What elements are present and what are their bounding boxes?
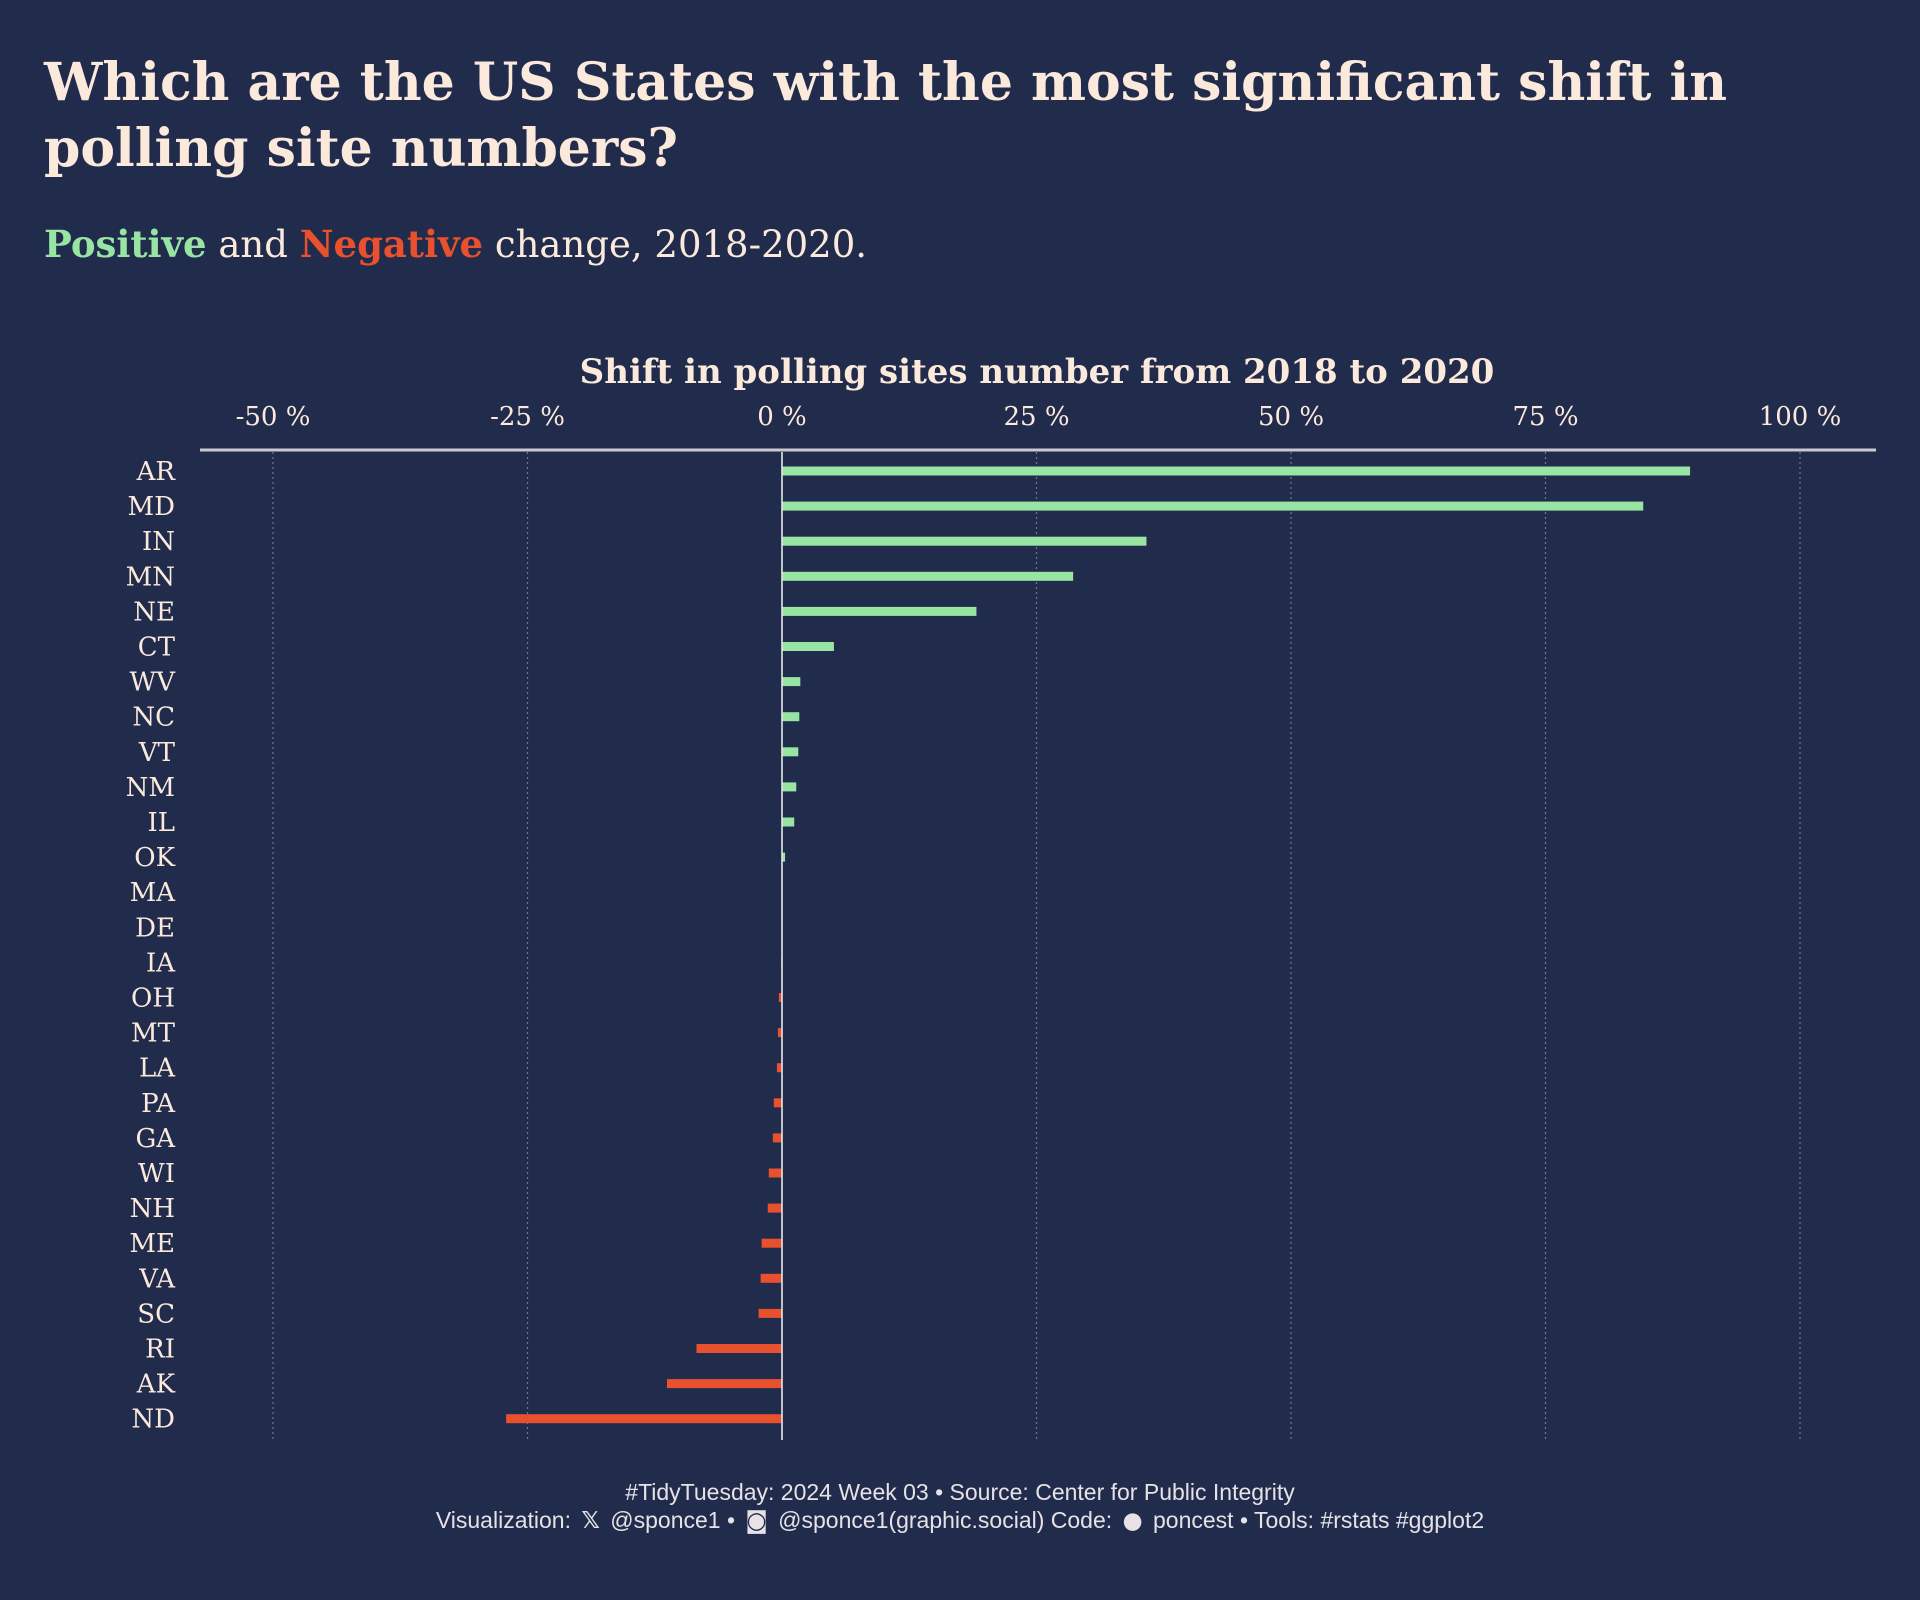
y-label-ct: CT	[138, 633, 176, 663]
x-tick-label: 0 %	[757, 402, 807, 432]
bar-nc	[782, 712, 800, 722]
bar-ct	[782, 642, 834, 651]
x-logo-icon[interactable]: 𝕏	[581, 1508, 600, 1534]
subtitle-positive: Positive	[44, 222, 207, 266]
y-label-mt: MT	[131, 1019, 176, 1049]
y-label-de: DE	[135, 913, 175, 943]
y-label-nd: ND	[131, 1405, 175, 1435]
bar-nh	[767, 1203, 782, 1213]
bars	[506, 466, 1691, 1424]
bar-oh	[778, 993, 782, 1002]
bar-mt	[777, 1028, 782, 1038]
bar-in	[782, 536, 1147, 546]
y-label-ia: IA	[146, 948, 176, 978]
y-label-ga: GA	[135, 1124, 176, 1154]
y-label-ri: RI	[145, 1335, 175, 1365]
x-tick-label: -50 %	[236, 402, 311, 432]
y-label-ak: AK	[136, 1370, 176, 1400]
y-label-mn: MN	[126, 562, 175, 592]
bar-chart: Shift in polling sites number from 2018 …	[126, 352, 1876, 1440]
y-label-il: IL	[147, 808, 175, 838]
bar-vt	[782, 747, 799, 757]
bar-pa	[773, 1098, 782, 1108]
caption-visualization: Visualization:	[435, 1507, 578, 1533]
y-label-ma: MA	[130, 878, 177, 908]
caption-line-1: #TidyTuesday: 2024 Week 03 • Source: Cen…	[625, 1479, 1295, 1505]
chart-title: Which are the US States with the most si…	[44, 52, 1728, 179]
subtitle-negative: Negative	[299, 222, 484, 266]
y-label-ar: AR	[136, 457, 177, 487]
y-label-in: IN	[142, 527, 175, 557]
chart-subtitle: Positive and Negative change, 2018-2020.	[44, 218, 867, 271]
y-label-oh: OH	[131, 984, 175, 1014]
bar-la	[776, 1063, 782, 1073]
y-label-nh: NH	[130, 1194, 175, 1224]
subtitle-rest: change, 2018-2020.	[483, 223, 868, 266]
y-label-sc: SC	[137, 1299, 175, 1329]
y-label-la: LA	[139, 1054, 176, 1084]
bar-il	[782, 817, 795, 827]
grid-lines	[272, 452, 1801, 1440]
subtitle-and: and	[206, 223, 300, 266]
x-tick-label: 50 %	[1258, 402, 1324, 432]
mastodon-icon[interactable]: ◙	[745, 1508, 768, 1534]
bar-ri	[696, 1344, 782, 1353]
caption-tools: poncest • Tools: #rstats #ggplot2	[1146, 1507, 1485, 1533]
y-label-nc: NC	[132, 703, 175, 733]
y-label-me: ME	[129, 1229, 175, 1259]
y-label-wi: WI	[138, 1159, 175, 1189]
bar-ok	[782, 852, 786, 862]
bar-va	[760, 1273, 782, 1283]
caption-line-2: Visualization: 𝕏 @sponce1 • ◙ @sponce1(g…	[0, 1506, 1920, 1535]
y-label-pa: PA	[141, 1089, 176, 1119]
bar-nd	[506, 1414, 782, 1424]
bar-mn	[782, 571, 1074, 581]
x-tick-label: 75 %	[1512, 402, 1578, 432]
x-tick-label: 100 %	[1759, 402, 1842, 432]
y-label-ne: NE	[133, 597, 175, 627]
bar-wi	[768, 1168, 782, 1178]
y-label-ok: OK	[134, 843, 175, 873]
bar-wv	[782, 677, 801, 687]
bar-ak	[666, 1379, 782, 1389]
axis-title: Shift in polling sites number from 2018 …	[580, 352, 1495, 392]
bar-md	[782, 501, 1644, 511]
bar-me	[761, 1238, 782, 1248]
bar-sc	[758, 1308, 782, 1318]
x-tick-labels: -50 % -25 % 0 % 25 % 50 % 75 % 100 %	[236, 402, 1842, 432]
bar-ar	[782, 466, 1691, 476]
y-label-va: VA	[138, 1264, 176, 1294]
y-label-wv: WV	[130, 668, 177, 698]
y-category-labels: AR MD IN MN NE CT WV NC VT NM IL OK MA DE IA OH MT LA PA GA…	[126, 457, 177, 1435]
y-label-vt: VT	[138, 738, 176, 768]
caption-handle: @sponce1 •	[603, 1507, 742, 1533]
x-tick-label: 25 %	[1003, 402, 1069, 432]
y-label-nm: NM	[126, 773, 175, 803]
x-tick-label: -25 %	[490, 402, 565, 432]
bar-ga	[772, 1133, 782, 1143]
github-icon[interactable]: ●	[1122, 1508, 1143, 1534]
bar-nm	[782, 782, 797, 792]
y-label-md: MD	[128, 492, 175, 522]
bar-ne	[782, 606, 977, 616]
caption-mastodon: @sponce1(graphic.social) Code:	[771, 1507, 1119, 1533]
